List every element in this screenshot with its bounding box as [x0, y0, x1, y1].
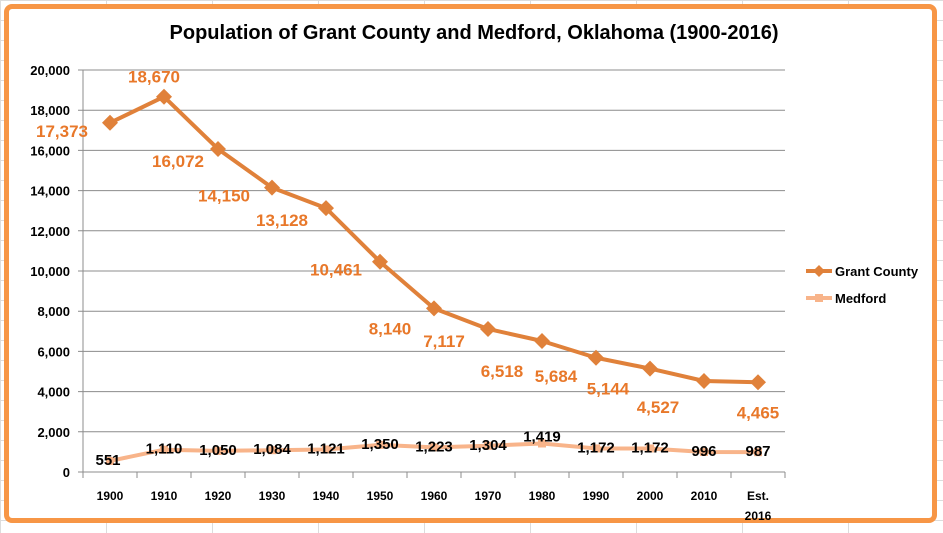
data-label: 16,072	[152, 152, 204, 171]
data-point	[538, 439, 546, 448]
y-tick-label: 2,000	[37, 425, 70, 440]
data-point	[318, 200, 334, 217]
data-label: 1,223	[415, 438, 453, 455]
data-label: 987	[745, 443, 770, 460]
data-point	[700, 447, 708, 456]
data-label: 1,121	[307, 440, 345, 457]
x-tick-label: 1960	[421, 489, 448, 503]
data-point	[372, 253, 388, 270]
y-tick-label: 0	[63, 465, 70, 480]
data-point	[534, 332, 550, 349]
data-label: 14,150	[198, 187, 250, 206]
data-point	[696, 373, 712, 390]
x-tick-label: 1970	[475, 489, 502, 503]
data-point	[592, 444, 600, 453]
legend-label: Grant County	[835, 264, 919, 279]
data-point	[160, 445, 168, 454]
y-tick-label: 18,000	[30, 103, 70, 118]
data-point	[214, 446, 222, 455]
x-tick-label: 1910	[151, 489, 178, 503]
data-label: 1,350	[361, 436, 399, 453]
data-point	[588, 349, 604, 366]
x-tick-label: 1920	[205, 489, 232, 503]
x-tick-label: Est.	[747, 489, 769, 503]
data-label: 4,465	[737, 403, 780, 422]
data-label: 18,670	[128, 68, 180, 87]
data-label: 1,172	[577, 439, 615, 456]
legend-marker	[813, 265, 825, 277]
data-label: 1,172	[631, 439, 669, 456]
data-point	[210, 140, 226, 157]
data-point	[268, 446, 276, 455]
y-tick-label: 12,000	[30, 224, 70, 239]
data-point	[642, 360, 658, 377]
x-tick-label: 1940	[313, 489, 340, 503]
chart-title: Population of Grant County and Medford, …	[170, 22, 779, 44]
data-point	[750, 374, 766, 391]
data-label: 5,684	[535, 367, 578, 386]
x-tick-label: 2016	[745, 509, 772, 523]
data-point	[754, 448, 762, 457]
data-label: 17,373	[36, 122, 88, 141]
data-point	[430, 443, 438, 452]
data-label: 4,527	[637, 398, 680, 417]
data-point	[646, 444, 654, 453]
x-tick-label: 1930	[259, 489, 286, 503]
y-tick-label: 14,000	[30, 184, 70, 199]
data-point	[426, 300, 442, 317]
data-label: 13,128	[256, 211, 308, 230]
data-point	[480, 320, 496, 337]
y-tick-label: 6,000	[37, 344, 70, 359]
data-point	[322, 445, 330, 454]
x-tick-label: 1900	[97, 489, 124, 503]
x-tick-label: 1980	[529, 489, 556, 503]
data-label: 551	[95, 452, 120, 469]
data-label: 1,050	[199, 442, 237, 459]
legend-label: Medford	[835, 291, 886, 306]
y-tick-label: 4,000	[37, 385, 70, 400]
chart-frame	[4, 4, 937, 523]
data-label: 1,304	[469, 437, 507, 454]
data-point	[156, 88, 172, 105]
data-label: 996	[691, 443, 716, 460]
data-label: 1,419	[523, 428, 561, 445]
y-tick-label: 10,000	[30, 264, 70, 279]
data-label: 10,461	[310, 261, 362, 280]
data-point	[264, 179, 280, 196]
data-point	[106, 456, 114, 465]
data-label: 5,144	[587, 380, 630, 399]
data-label: 7,117	[423, 332, 465, 351]
y-tick-label: 8,000	[37, 304, 70, 319]
data-label: 8,140	[369, 319, 412, 338]
data-point	[102, 114, 118, 131]
legend-marker	[815, 294, 823, 302]
x-tick-label: 1950	[367, 489, 394, 503]
x-tick-label: 1990	[583, 489, 610, 503]
y-tick-label: 20,000	[30, 63, 70, 78]
data-label: 1,110	[146, 441, 183, 458]
x-tick-label: 2010	[691, 489, 718, 503]
data-label: 6,518	[481, 362, 524, 381]
y-tick-label: 16,000	[30, 143, 70, 158]
data-point	[484, 441, 492, 450]
data-label: 1,084	[253, 441, 291, 458]
x-tick-label: 2000	[637, 489, 664, 503]
data-point	[376, 440, 384, 449]
